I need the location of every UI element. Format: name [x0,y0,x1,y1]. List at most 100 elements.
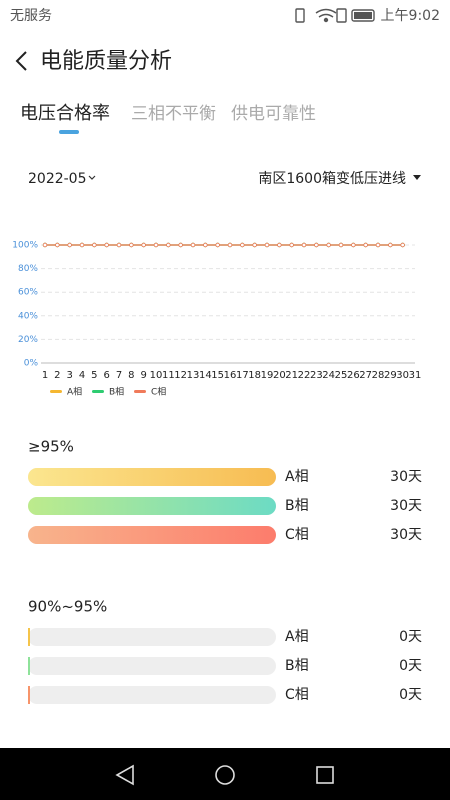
phase-label: C相 [285,527,309,543]
tab-indicator [59,130,79,134]
x-tick-label: 6 [103,370,109,381]
x-tick-label: 21 [285,370,298,381]
x-tick-label: 8 [128,370,134,381]
data-point [129,242,134,248]
month-picker[interactable]: 2022-05 [28,171,87,187]
data-point [92,242,97,248]
data-point [55,242,60,248]
x-tick-label: 5 [91,370,97,381]
x-tick-label: 7 [116,370,122,381]
ranges: ≥95%A相30天B相30天C相30天90%~95%A相0天B相0天C相0天≤9… [28,438,422,800]
x-tick-label: 24 [322,370,335,381]
bar [28,497,276,515]
range-title: ≥95% [28,438,74,456]
page-title: 电能质量分析 [40,49,172,74]
status-icons [295,8,375,23]
days-label: 30天 [390,469,422,485]
x-tick-label: 2 [54,370,60,381]
y-tick-label: 40% [18,311,38,321]
legend-swatch [50,390,62,393]
data-point [79,242,85,248]
bar [28,657,30,675]
bar-track [28,628,276,646]
data-point [67,242,72,248]
y-tick-label: 20% [18,335,38,345]
x-tick-label: 12 [174,370,187,381]
nav-back[interactable] [115,764,134,786]
x-tick-label: 23 [310,370,323,381]
x-tick-label: 27 [359,370,372,381]
x-tick-label: 10 [150,370,163,381]
data-point [166,242,171,248]
dropdown-arrow [413,175,421,180]
data-point [141,242,146,248]
back-button[interactable] [15,51,27,71]
data-point [42,242,48,248]
data-point [314,242,319,248]
nav-home[interactable] [215,765,235,785]
bar-track [28,686,276,704]
x-tick-label: 13 [187,370,200,381]
legend-label: A相 [67,386,82,398]
data-point [227,242,233,248]
x-tick-label: 9 [140,370,146,381]
y-tick-label: 60% [18,288,38,298]
chart: 0%20%40%60%80%100%1 2 3 4 5 6 7 8 9 10 11 12 13 14 15 1… [12,241,421,398]
nav-recent[interactable] [316,766,334,784]
y-tick-label: 100% [12,241,38,251]
phase-label: C相 [285,687,309,703]
tab[interactable]: 供电可靠性 [231,104,316,124]
x-tick-label: 31 [409,370,422,381]
phase-label: A相 [285,469,309,485]
bar [28,468,276,486]
range-title: 90%~95% [28,598,107,616]
x-tick-label: 11 [162,370,175,381]
days-label: 30天 [390,527,422,543]
clock: 上午9:02 [381,8,440,24]
days-label: 30天 [390,498,422,514]
data-point [277,242,282,248]
x-tick-label: 3 [66,370,72,381]
data-point [351,242,356,248]
data-point [240,242,245,248]
legend-swatch [92,390,104,393]
bar [28,526,276,544]
nav-bar [0,748,450,800]
x-tick-label: 15 [211,370,224,381]
x-tick-label: 29 [384,370,397,381]
tab[interactable]: 三相不平衡 [131,104,216,124]
data-point [375,242,381,248]
data-point [338,242,344,248]
location-picker[interactable]: 南区1600箱变低压进线 [258,171,406,187]
data-point [116,242,122,248]
data-point [301,242,307,248]
data-point [252,242,257,248]
x-tick-label: 14 [199,370,212,381]
data-point [400,242,405,248]
data-point [104,242,109,248]
tab[interactable]: 电压合格率 [20,103,110,124]
data-point [289,242,294,248]
days-label: 0天 [399,629,422,645]
data-point [264,242,270,248]
dropdown-arrow [88,175,96,180]
data-point [190,242,196,248]
x-tick-label: 28 [372,370,385,381]
data-point [203,242,208,248]
x-tick-label: 20 [273,370,286,381]
legend-swatch [134,390,146,393]
bar [28,686,30,704]
x-tick-label: 18 [248,370,261,381]
data-point [215,242,220,248]
legend-label: B相 [109,386,124,398]
y-tick-label: 0% [24,359,39,369]
phase-label: A相 [285,629,309,645]
bar [28,628,30,646]
data-point [363,242,368,248]
bar-track [28,657,276,675]
days-label: 0天 [399,658,422,674]
data-point [326,242,331,248]
phase-label: B相 [285,498,309,514]
data-point [388,242,393,248]
